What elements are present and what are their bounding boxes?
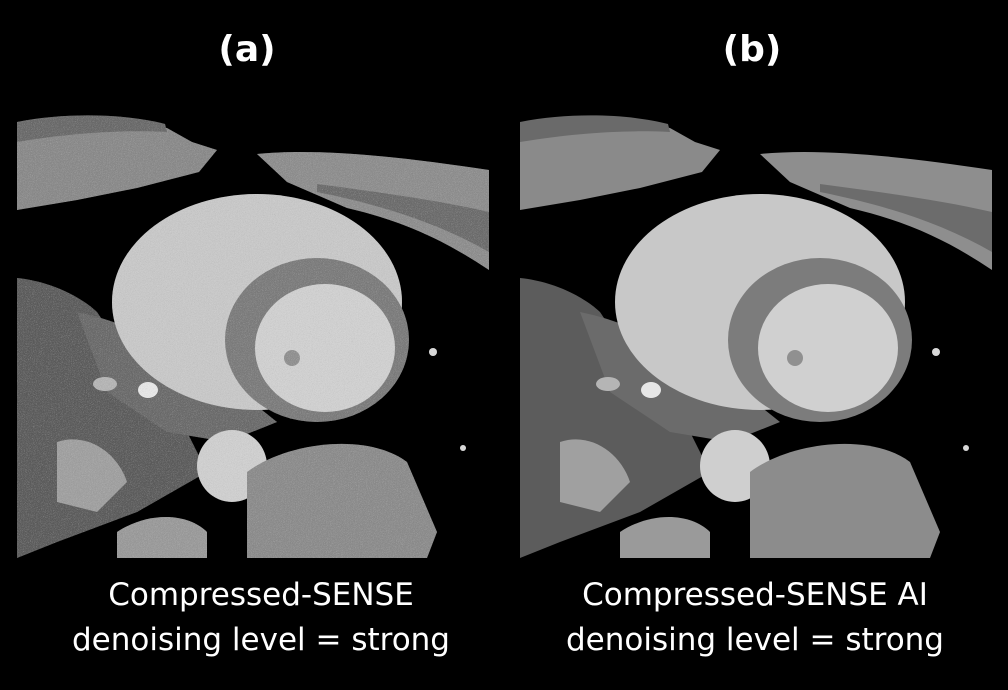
panel-a-caption-line2: denoising level = strong: [72, 622, 450, 658]
mri-image-denoised: [520, 112, 992, 558]
panel-a-caption-line1: Compressed-SENSE: [108, 577, 414, 613]
mri-image-noisy: [17, 112, 489, 558]
panel-b-caption-line2: denoising level = strong: [566, 622, 944, 658]
panel-b-caption-line1: Compressed-SENSE AI: [582, 577, 928, 613]
panel-a-caption: Compressed-SENSE denoising level = stron…: [11, 573, 511, 663]
panel-b-label: (b): [722, 29, 782, 70]
panel-b-caption: Compressed-SENSE AI denoising level = st…: [505, 573, 1005, 663]
panel-a-label: (a): [218, 29, 276, 70]
